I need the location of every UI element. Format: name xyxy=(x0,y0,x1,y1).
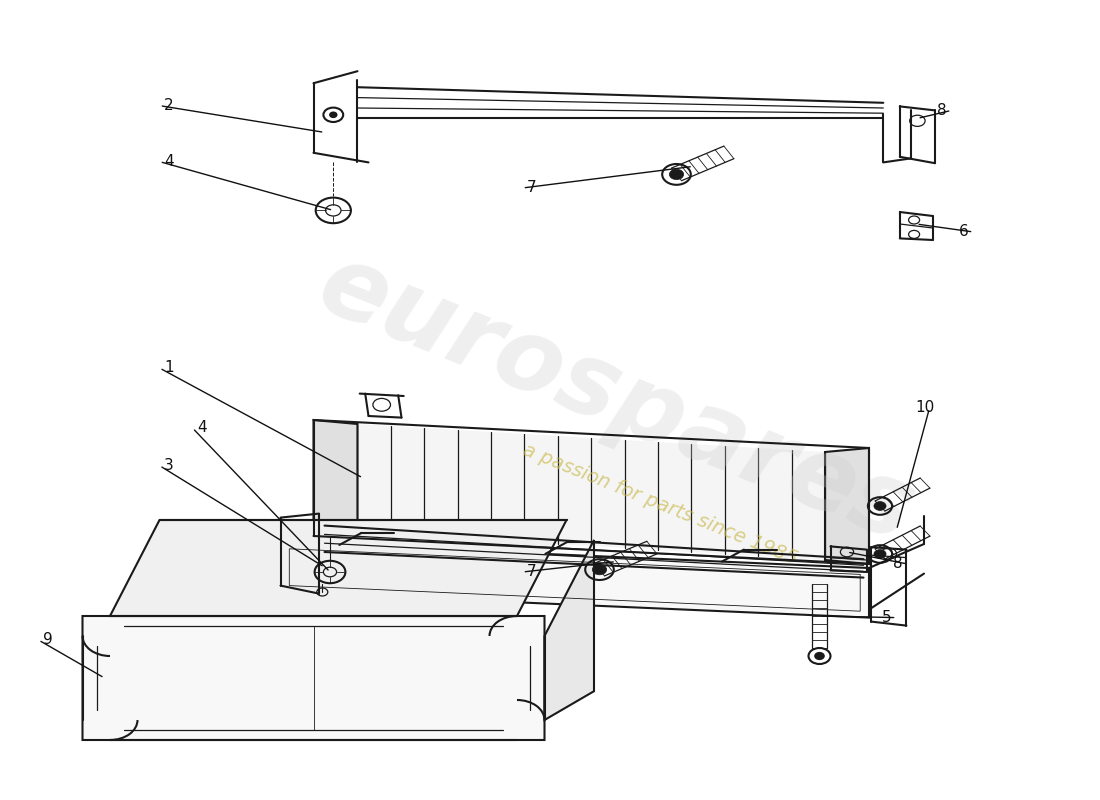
Text: 8: 8 xyxy=(893,557,903,571)
Text: 1: 1 xyxy=(164,361,174,375)
Circle shape xyxy=(330,112,337,117)
Text: 4: 4 xyxy=(164,154,174,169)
Text: 2: 2 xyxy=(164,98,174,113)
Circle shape xyxy=(874,502,887,510)
Polygon shape xyxy=(544,540,594,720)
Text: 4: 4 xyxy=(197,421,207,435)
Polygon shape xyxy=(280,542,869,618)
Text: 6: 6 xyxy=(959,225,969,239)
Text: 8: 8 xyxy=(937,103,947,118)
FancyBboxPatch shape xyxy=(82,616,544,740)
Polygon shape xyxy=(110,520,566,616)
Text: 5: 5 xyxy=(882,610,892,625)
Text: 9: 9 xyxy=(43,633,53,647)
Polygon shape xyxy=(358,424,825,560)
Text: 7: 7 xyxy=(527,181,537,195)
Circle shape xyxy=(669,169,683,180)
Text: 3: 3 xyxy=(164,458,174,473)
Text: 10: 10 xyxy=(915,401,934,415)
Circle shape xyxy=(815,653,824,659)
Circle shape xyxy=(592,565,607,574)
Text: a passion for parts since 1985: a passion for parts since 1985 xyxy=(520,440,800,568)
Polygon shape xyxy=(314,420,358,536)
Text: 7: 7 xyxy=(527,565,537,579)
Polygon shape xyxy=(825,448,869,564)
Text: eurospares: eurospares xyxy=(305,237,927,563)
Circle shape xyxy=(874,550,887,558)
